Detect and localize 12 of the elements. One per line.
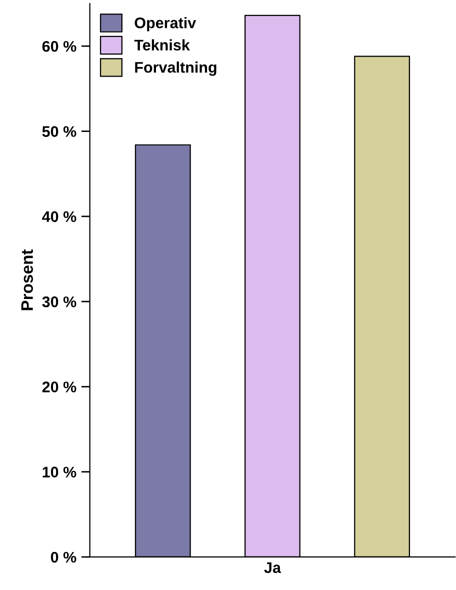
y-tick-label: 60 %	[42, 40, 76, 52]
legend-label: Operativ	[134, 17, 196, 32]
y-tick-label: 30 %	[42, 296, 76, 308]
y-tick-label: 50 %	[42, 126, 76, 137]
legend-label: Forvaltning	[135, 62, 216, 76]
legend-label: Teknisk	[134, 39, 190, 51]
y-tick-label: 20 %	[42, 382, 76, 392]
y-tick-label: 0 %	[50, 552, 76, 563]
y-axis-title: Prosent	[21, 249, 33, 310]
y-tick-label: 10 %	[42, 466, 76, 478]
x-tick-label: Ja	[264, 562, 282, 574]
y-tick-label: 40 %	[42, 211, 76, 222]
